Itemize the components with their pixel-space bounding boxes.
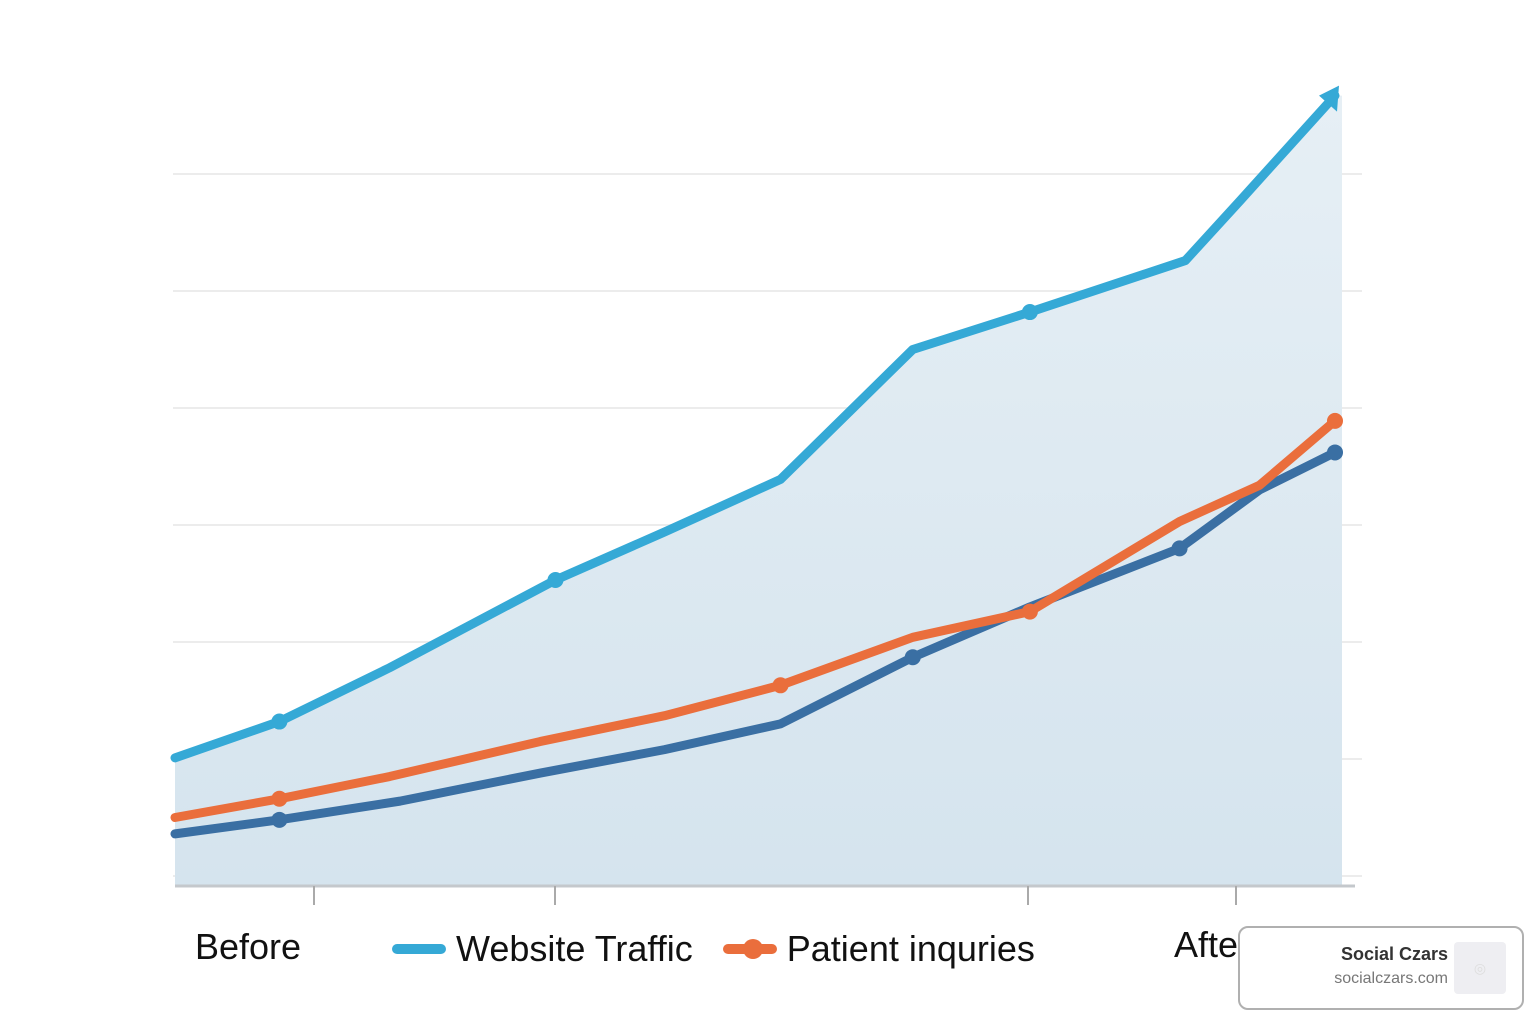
data-point	[1021, 304, 1038, 321]
x-tick-label-after: After	[1174, 924, 1251, 965]
legend-swatch-orange	[722, 939, 777, 959]
legend-item-website-traffic: Website Traffic	[392, 928, 693, 970]
data-point	[271, 811, 288, 828]
watermark-card: Social Czars socialczars.com ◎	[1238, 926, 1524, 1010]
x-axis	[175, 884, 1355, 905]
series-line-2	[170, 447, 1340, 839]
legend: Website Traffic Patient inquries	[392, 928, 1065, 970]
series-lines	[170, 85, 1343, 839]
x-tick-label-before: Before	[195, 926, 302, 967]
series-line-0	[170, 91, 1340, 763]
legend-label: Website Traffic	[456, 928, 693, 969]
legend-label: Patient inquries	[786, 928, 1035, 969]
data-point	[1171, 540, 1188, 557]
watermark-title: Social Czars	[1340, 944, 1448, 964]
data-point	[271, 713, 288, 730]
data-point	[547, 571, 564, 588]
data-point	[772, 677, 789, 694]
logo-icon: ◎	[1454, 942, 1506, 994]
data-point	[271, 790, 288, 807]
legend-swatch-blue	[392, 944, 446, 954]
arrow-head-icon	[1319, 85, 1339, 112]
watermark-url: socialczars.com	[1334, 970, 1448, 987]
data-point	[1327, 412, 1343, 429]
legend-item-patient-inquiries: Patient inquries	[722, 928, 1035, 970]
data-point	[1327, 444, 1343, 461]
data-point	[904, 649, 921, 666]
data-point	[1021, 603, 1038, 620]
